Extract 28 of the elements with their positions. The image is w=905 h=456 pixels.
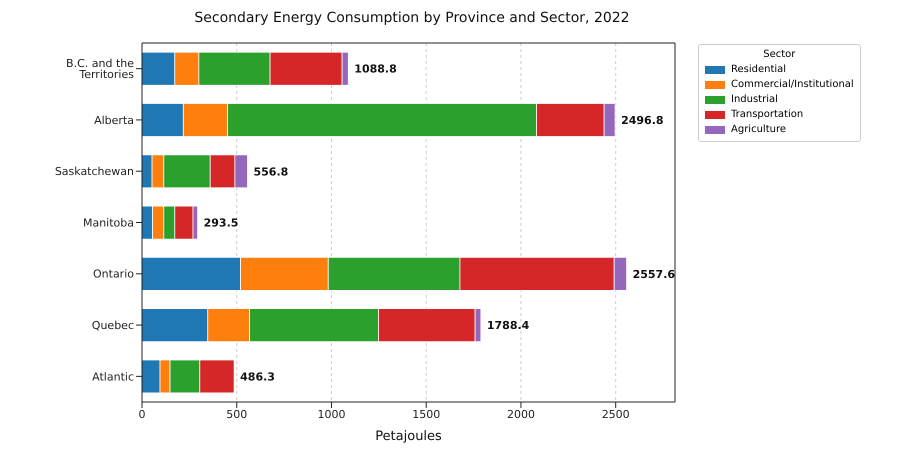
- total-label: 1788.4: [486, 319, 530, 332]
- legend-label: Agriculture: [731, 124, 786, 135]
- legend-label: Residential: [731, 64, 786, 75]
- total-label: 2557.6: [632, 268, 676, 281]
- total-label: 293.5: [204, 216, 238, 230]
- y-tick-label: Alberta: [94, 114, 134, 127]
- legend-label: Industrial: [731, 94, 778, 105]
- legend-label: Commercial/Institutional: [731, 79, 854, 90]
- y-tick-label: Quebec: [92, 318, 134, 332]
- y-tick-label: B.C. and the Territories: [66, 57, 134, 82]
- x-tick-label: 500: [226, 408, 248, 421]
- x-axis-title: Petajoules: [375, 429, 442, 444]
- y-tick-label: Ontario: [93, 268, 134, 281]
- total-label: 556.8: [254, 165, 288, 178]
- total-label: 2496.8: [621, 114, 664, 128]
- x-tick-label: 1500: [412, 408, 440, 421]
- total-label: 1088.8: [354, 62, 397, 76]
- total-label: 486.3: [240, 370, 275, 384]
- y-tick-label: Atlantic: [92, 370, 134, 384]
- y-tick-label: Manitoba: [82, 216, 134, 230]
- legend-label: Transportation: [731, 109, 804, 120]
- legend-title: Sector: [762, 49, 796, 60]
- y-tick-label: Saskatchewan: [54, 165, 134, 178]
- x-tick-label: 2000: [506, 408, 535, 421]
- x-tick-label: 0: [138, 408, 146, 421]
- x-tick-label: 1000: [317, 408, 346, 421]
- x-tick-label: 2500: [602, 408, 630, 421]
- chart-title: Secondary Energy Consumption by Province and Sector, 2022: [193, 10, 631, 26]
